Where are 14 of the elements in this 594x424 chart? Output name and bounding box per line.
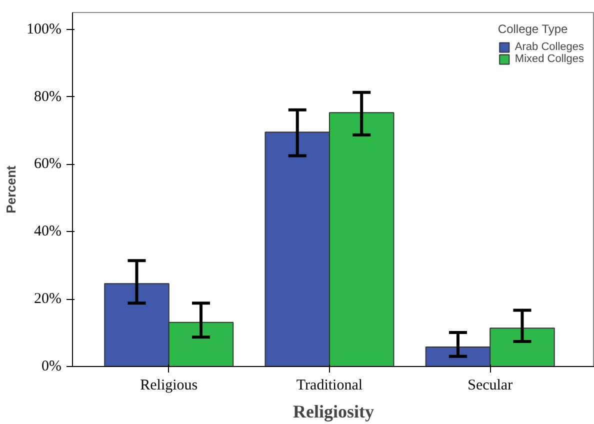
- legend-label: Arab Colleges: [514, 41, 584, 53]
- y-tick-label: 40%: [34, 224, 62, 240]
- y-tick-label: 0%: [42, 358, 62, 374]
- y-tick-label: 80%: [34, 88, 62, 105]
- x-tick-label: Traditional: [296, 378, 363, 394]
- x-tick-label: Religious: [140, 378, 198, 394]
- y-tick-label: 60%: [34, 156, 62, 172]
- y-tick-label: 20%: [34, 291, 62, 308]
- legend-label: Mixed Collges: [514, 53, 584, 65]
- legend-title: College Type: [498, 22, 569, 36]
- x-tick-label: Secular: [468, 378, 513, 394]
- y-tick-label: 100%: [26, 21, 62, 38]
- y-axis-title: Percent: [4, 164, 19, 214]
- x-axis-title: Religiosity: [293, 402, 374, 422]
